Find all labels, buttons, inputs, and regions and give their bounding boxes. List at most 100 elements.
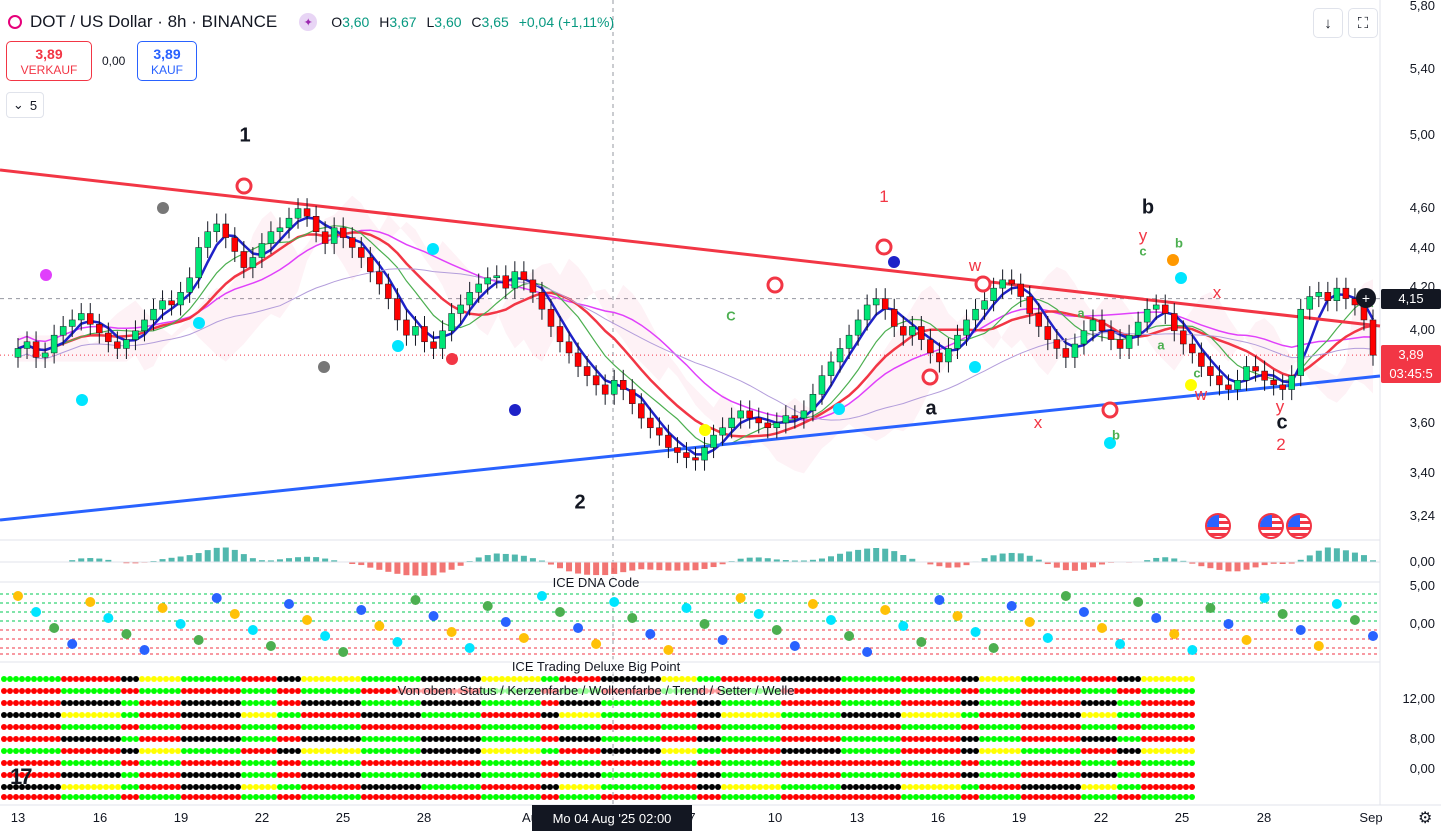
histogram-bar [267,560,274,562]
big-point-dot [523,748,529,754]
big-point-dot [163,760,169,766]
buy-button[interactable]: 3,89 KAUF [137,41,197,81]
big-point-dot [289,736,295,742]
price-tick-label: 4,00 [1409,322,1435,337]
big-point-dot [49,688,55,694]
add-alert-icon[interactable]: + [1356,288,1376,308]
candle-body [385,283,392,299]
candle-body [872,298,880,306]
big-point-dot [565,724,571,730]
candle-body [222,223,230,238]
gear-icon[interactable]: ⚙ [1418,810,1433,827]
big-point-dot [433,736,439,742]
candle-body [629,389,636,404]
big-point-dot [49,700,55,706]
histogram-bar [159,559,166,562]
big-point-dot [1105,748,1111,754]
big-point-dot [265,724,271,730]
big-point-dot [499,736,505,742]
big-point-dot [163,748,169,754]
big-point-dot [973,688,979,694]
fullscreen-button[interactable]: ⛶ [1348,8,1378,38]
big-point-dot [727,772,733,778]
big-point-dot [529,748,535,754]
big-point-dot [169,676,175,682]
big-point-dot [919,784,925,790]
big-point-dot [1087,748,1093,754]
big-point-dot [433,748,439,754]
big-point-dot [499,760,505,766]
histogram-bar [945,562,952,568]
tradingview-logo-icon[interactable]: 17 [10,764,33,789]
big-point-dot [1123,712,1129,718]
big-point-dot [769,736,775,742]
big-point-dot [991,784,997,790]
big-point-dot [1021,712,1027,718]
big-point-dot [709,760,715,766]
big-point-dot [1093,748,1099,754]
us-flag-event-icon[interactable] [1258,513,1284,539]
big-point-dot [523,712,529,718]
big-point-dot [301,688,307,694]
big-point-dot [271,772,277,778]
big-point-dot [943,712,949,718]
big-point-dot [229,760,235,766]
dna-signal-dot [1331,599,1342,609]
big-point-dot [115,712,121,718]
big-point-dot [505,772,511,778]
us-flag-event-icon[interactable] [1286,513,1312,539]
big-point-dot [985,688,991,694]
big-point-dot [961,760,967,766]
big-point-dot [643,748,649,754]
big-point-dot [31,688,37,694]
big-point-dot [499,700,505,706]
histogram-bar [791,560,798,562]
big-point-dot [97,748,103,754]
big-point-dot [577,712,583,718]
share-icon[interactable]: ✦ [299,13,318,31]
big-point-dot [427,784,433,790]
big-point-dot [631,760,637,766]
dna-signal-dot [970,627,981,637]
big-point-dot [763,712,769,718]
us-flag-event-icon[interactable] [1205,513,1231,539]
big-point-dot [91,676,97,682]
big-point-dot [181,676,187,682]
big-point-dot [1039,724,1045,730]
big-point-dot [787,772,793,778]
big-point-dot [253,760,259,766]
big-point-dot [997,784,1003,790]
big-point-dot [697,724,703,730]
big-point-dot [361,712,367,718]
big-point-dot [361,794,367,800]
big-point-dot [31,794,37,800]
big-point-dot [739,736,745,742]
big-point-dot [499,772,505,778]
symbol-title[interactable]: DOT / US Dollar · 8h · BINANCE [30,12,278,31]
big-point-dot [571,760,577,766]
candle-body [674,447,681,453]
big-point-dot [253,736,259,742]
big-point-dot [427,724,433,730]
big-point-dot [493,784,499,790]
big-point-dot [451,712,457,718]
big-point-dot [241,784,247,790]
big-point-dot [139,748,145,754]
big-point-dot [637,676,643,682]
big-point-dot [955,748,961,754]
candle-body [1071,343,1079,358]
candle-body [999,279,1006,289]
big-point-dot [997,760,1003,766]
big-point-dot [307,760,313,766]
download-button[interactable]: ↓ [1313,8,1343,38]
indicator-collapse-button[interactable]: ⌄ 5 [6,92,44,118]
big-point-dot [799,724,805,730]
big-point-dot [7,736,13,742]
big-point-dot [925,760,931,766]
sell-button[interactable]: 3,89 VERKAUF [6,41,92,81]
dna-signal-dot [229,609,240,619]
big-point-dot [145,700,151,706]
signal-ring-marker [1101,401,1119,419]
big-point-dot [805,772,811,778]
